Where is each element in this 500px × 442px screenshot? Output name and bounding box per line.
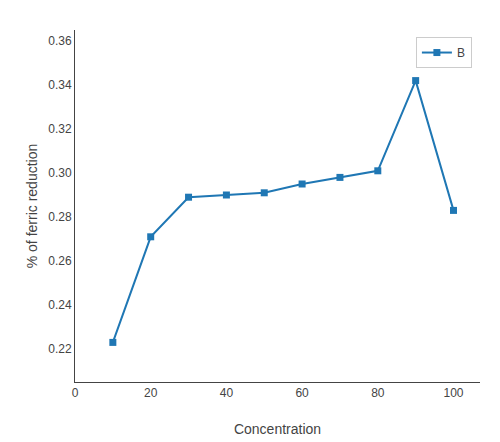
svg-text:20: 20 bbox=[144, 386, 158, 400]
svg-text:100: 100 bbox=[443, 386, 463, 400]
svg-text:0.24: 0.24 bbox=[48, 298, 72, 312]
svg-text:0.30: 0.30 bbox=[48, 166, 72, 180]
svg-text:0.34: 0.34 bbox=[48, 78, 72, 92]
svg-text:0: 0 bbox=[72, 386, 79, 400]
svg-text:0.36: 0.36 bbox=[48, 34, 72, 48]
svg-text:B: B bbox=[457, 46, 465, 60]
svg-text:0.22: 0.22 bbox=[48, 342, 72, 356]
svg-text:40: 40 bbox=[220, 386, 234, 400]
svg-text:0.26: 0.26 bbox=[48, 254, 72, 268]
svg-text:0.32: 0.32 bbox=[48, 122, 72, 136]
svg-text:0.28: 0.28 bbox=[48, 210, 72, 224]
svg-text:Concentration: Concentration bbox=[234, 421, 321, 437]
svg-text:60: 60 bbox=[295, 386, 309, 400]
svg-text:80: 80 bbox=[371, 386, 385, 400]
svg-text:% of ferric reduction: % of ferric reduction bbox=[24, 144, 40, 269]
